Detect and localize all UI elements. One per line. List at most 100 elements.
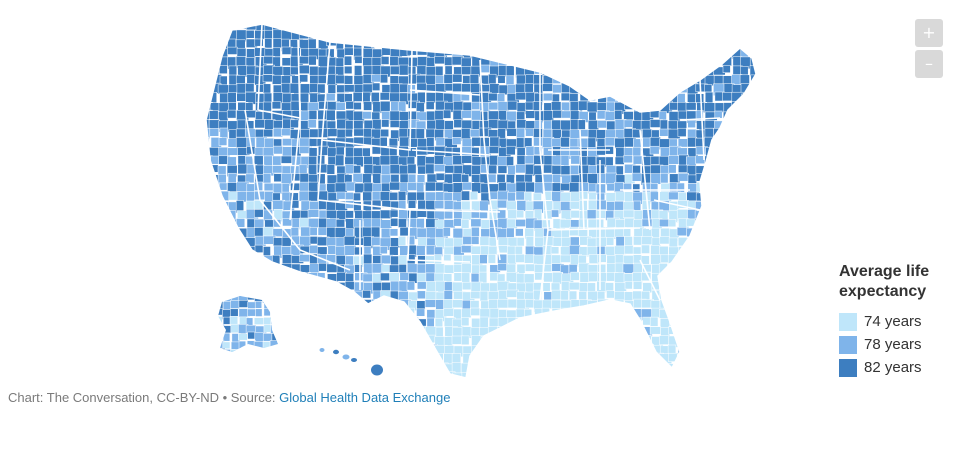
county-cell [579, 129, 590, 137]
county-cell [651, 65, 665, 74]
county-cell [613, 39, 626, 53]
county-cell [210, 28, 223, 38]
county-cell [262, 226, 275, 238]
source-link[interactable]: Global Health Data Exchange [279, 390, 451, 405]
county-cell [524, 29, 538, 40]
county-cell [586, 74, 596, 87]
county-cell [731, 264, 744, 274]
county-cell [586, 354, 599, 365]
zoom-in-button[interactable]: + [915, 19, 943, 47]
county-cell [344, 65, 353, 74]
county-cell [381, 317, 394, 331]
county-cell [290, 362, 301, 371]
county-cell [597, 334, 606, 348]
county-cell [677, 172, 689, 182]
county-cell [640, 255, 650, 265]
county-cell [597, 272, 607, 283]
county-cell [739, 272, 750, 285]
county-cell [335, 57, 344, 68]
county-cell [345, 272, 354, 283]
county-cell [740, 336, 752, 346]
county-cell [389, 264, 400, 273]
zoom-out-button[interactable]: – [915, 50, 943, 78]
county-cell [623, 308, 634, 321]
county-cell [434, 28, 444, 37]
county-cell [352, 325, 364, 335]
county-cell [226, 109, 237, 119]
county-cell [291, 299, 303, 307]
county-cell [722, 245, 733, 258]
county-cell [712, 47, 723, 60]
county-cell [291, 371, 304, 378]
county-cell [704, 48, 717, 58]
county-cell [587, 382, 599, 391]
county-cell [703, 24, 715, 32]
county-cell [713, 318, 725, 328]
county-cell [416, 111, 428, 121]
county-cell [587, 309, 601, 319]
county-cell [218, 316, 223, 324]
county-cell [658, 371, 672, 378]
county-cell [326, 317, 336, 329]
county-cell [398, 236, 407, 246]
county-cell [760, 309, 768, 317]
county-cell [372, 344, 385, 356]
county-cell [614, 66, 628, 79]
county-cell [623, 353, 634, 367]
county-cell [533, 146, 542, 156]
county-cell [659, 282, 673, 293]
county-cell [524, 344, 535, 355]
county-cell [730, 227, 744, 238]
county-cell [354, 309, 367, 320]
county-cell [274, 382, 283, 390]
county-cell [279, 349, 288, 358]
county-cell [624, 217, 635, 228]
county-cell [741, 182, 753, 193]
county-cell [371, 335, 382, 348]
county-cell [704, 345, 717, 357]
county-cell [498, 343, 512, 352]
county-cell [434, 155, 445, 165]
county-cell [740, 236, 751, 247]
county-cell [749, 119, 756, 131]
county-cell [525, 47, 538, 57]
county-cell [524, 24, 537, 32]
county-cell [705, 200, 717, 214]
county-cell [640, 371, 651, 378]
county-cell [732, 119, 742, 133]
county-cell [326, 109, 336, 121]
county-cell [606, 326, 614, 340]
county-cell [659, 218, 670, 227]
county-cell [434, 263, 446, 275]
county-cell [206, 66, 213, 77]
county-cell [390, 29, 402, 40]
county-cell [299, 336, 311, 347]
county-cell [461, 128, 471, 140]
county-cell [389, 209, 399, 218]
county-cell [741, 137, 750, 151]
county-cell [343, 84, 355, 93]
county-cell [695, 264, 706, 276]
county-cell [488, 47, 498, 58]
county-cell [238, 340, 246, 352]
county-cell [291, 308, 301, 317]
county-cell [713, 219, 723, 232]
county-cell [425, 74, 437, 87]
county-cell [281, 237, 292, 247]
county-cell [740, 370, 750, 378]
county-cell [398, 308, 408, 321]
county-cell [262, 341, 271, 350]
county-cell [398, 24, 412, 32]
county-cell [254, 264, 265, 275]
county-cell [641, 93, 650, 105]
county-cell [596, 74, 605, 85]
county-cell [749, 129, 756, 143]
county-cell [703, 219, 716, 230]
county-cell [732, 382, 740, 394]
county-cell [570, 271, 580, 281]
county-cell [687, 120, 696, 128]
county-cell [578, 56, 588, 68]
county-cell [650, 155, 660, 165]
